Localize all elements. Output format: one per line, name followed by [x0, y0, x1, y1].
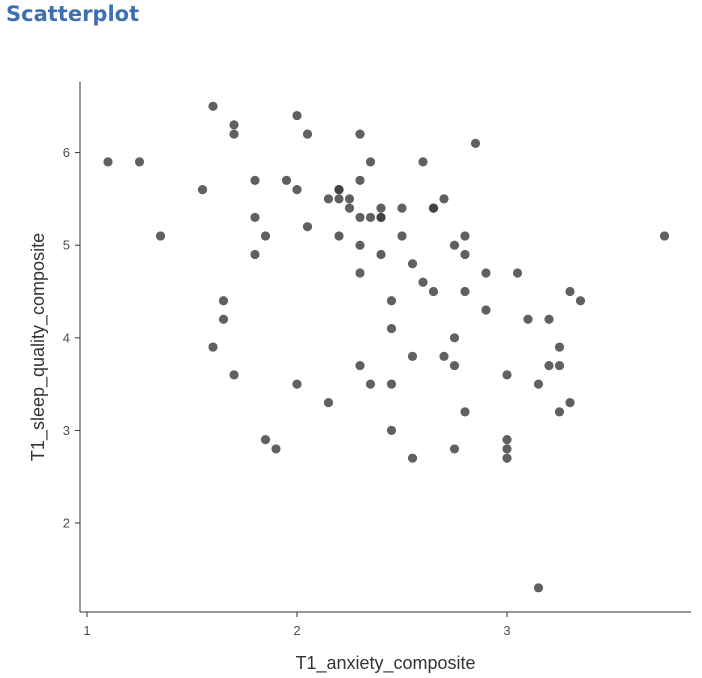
y-tick-label: 2: [63, 516, 70, 531]
data-point: [554, 342, 565, 352]
data-point: [460, 231, 470, 241]
data-point: [502, 444, 512, 454]
data-point: [344, 203, 355, 213]
data-point: [418, 277, 428, 287]
data-point: [502, 370, 512, 380]
data-point: [292, 110, 302, 121]
data-point: [449, 333, 460, 343]
chart-axes: 1 2 3 2 3 4 5 6: [63, 82, 691, 638]
data-point: [376, 212, 386, 223]
data-point: [229, 120, 239, 130]
y-axis-title: T1_sleep_quality_composite: [28, 233, 49, 461]
data-point: [523, 314, 533, 324]
data-point: [260, 231, 271, 241]
data-point: [334, 185, 344, 195]
data-point: [281, 175, 292, 185]
data-point: [460, 249, 470, 260]
data-point: [449, 444, 460, 454]
data-point: [103, 157, 113, 167]
data-point: [218, 314, 229, 324]
data-point: [250, 212, 260, 223]
data-point: [428, 203, 439, 213]
data-point: [439, 351, 449, 361]
data-point: [659, 231, 670, 241]
data-point: [428, 286, 439, 297]
data-point: [554, 407, 565, 417]
data-point: [407, 259, 418, 269]
data-point: [460, 286, 470, 297]
data-point: [302, 129, 313, 139]
y-tick-label: 5: [63, 238, 70, 253]
data-point: [502, 453, 512, 463]
data-point: [197, 185, 208, 195]
data-point: [134, 157, 145, 167]
data-point: [229, 370, 239, 380]
x-axis-title: T1_anxiety_composite: [295, 653, 475, 674]
data-point: [260, 435, 271, 445]
data-point: [376, 249, 386, 260]
data-point: [418, 157, 428, 167]
data-point: [355, 212, 365, 223]
data-point: [292, 185, 302, 195]
data-point: [208, 342, 218, 352]
data-point: [334, 194, 344, 204]
data-point: [386, 425, 397, 435]
data-point: [565, 398, 575, 408]
data-point: [533, 583, 544, 593]
data-point: [565, 286, 575, 297]
data-point: [481, 268, 491, 278]
data-point: [386, 296, 397, 306]
data-point: [323, 398, 334, 408]
data-point: [355, 175, 365, 185]
data-point: [407, 453, 418, 463]
x-tick-label: 2: [293, 623, 300, 638]
data-point: [229, 129, 239, 139]
y-tick-label: 3: [63, 423, 70, 438]
y-tick-label: 6: [63, 145, 70, 160]
x-tick-label: 1: [83, 623, 90, 638]
y-tick-label: 4: [63, 330, 70, 345]
data-point: [302, 222, 313, 232]
data-point: [407, 351, 418, 361]
data-point: [533, 379, 544, 389]
data-point: [365, 157, 376, 167]
x-tick-label: 3: [503, 623, 510, 638]
data-point: [397, 231, 407, 241]
data-point: [355, 129, 365, 139]
data-point: [439, 194, 449, 204]
data-point: [208, 101, 218, 111]
data-point: [544, 360, 554, 371]
data-point: [544, 314, 554, 324]
data-point: [334, 231, 344, 241]
data-point: [323, 194, 334, 204]
data-point: [218, 296, 229, 306]
data-point: [449, 240, 460, 250]
page-title: Scatterplot: [6, 2, 140, 26]
data-point: [250, 175, 260, 185]
scatter-points: [103, 101, 670, 593]
data-point: [344, 194, 355, 204]
data-point: [155, 231, 166, 241]
data-point: [502, 435, 512, 445]
data-point: [397, 203, 407, 213]
data-point: [481, 305, 491, 315]
data-point: [376, 203, 386, 213]
data-point: [512, 268, 523, 278]
data-point: [365, 212, 376, 223]
data-point: [386, 323, 397, 334]
data-point: [365, 379, 376, 389]
data-point: [386, 379, 397, 389]
data-point: [355, 268, 365, 278]
data-point: [355, 360, 365, 371]
data-point: [575, 296, 586, 306]
data-point: [470, 138, 481, 148]
data-point: [460, 407, 470, 417]
data-point: [355, 240, 365, 250]
data-point: [292, 379, 302, 389]
data-point: [250, 249, 260, 260]
data-point: [271, 444, 281, 454]
data-point: [554, 360, 565, 371]
data-point: [449, 360, 460, 371]
